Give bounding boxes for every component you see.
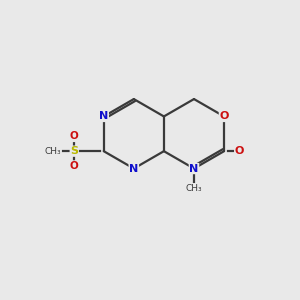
- Text: CH₃: CH₃: [45, 147, 61, 156]
- Text: N: N: [129, 164, 138, 173]
- Text: N: N: [99, 111, 108, 122]
- Text: S: S: [70, 146, 78, 156]
- Text: O: O: [235, 146, 244, 156]
- Text: N: N: [189, 164, 199, 173]
- Text: O: O: [70, 161, 79, 171]
- Text: O: O: [219, 111, 229, 122]
- Text: O: O: [70, 131, 79, 142]
- Text: CH₃: CH₃: [186, 184, 202, 193]
